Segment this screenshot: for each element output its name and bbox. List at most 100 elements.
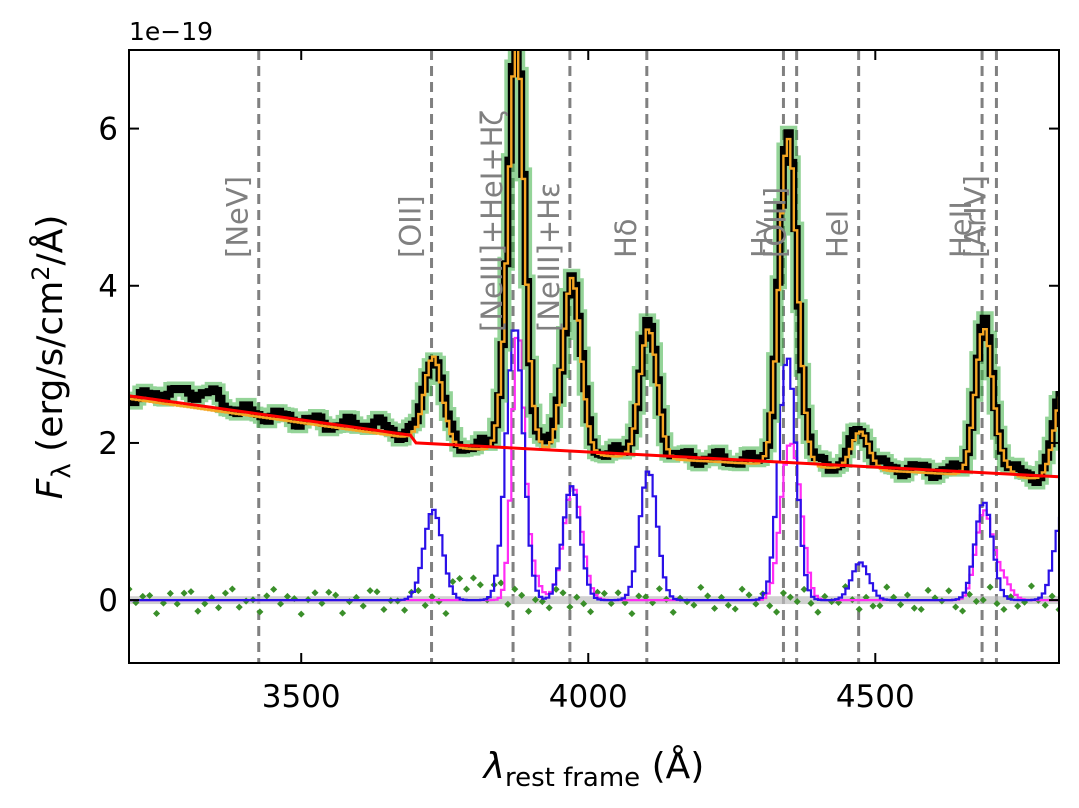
residual-point — [511, 585, 519, 593]
emission-line-label: HeII — [944, 201, 978, 258]
x-tick-label: 4500 — [836, 679, 915, 715]
residual-point — [270, 585, 278, 593]
residual-point — [153, 609, 161, 618]
axis-ticks: 3500 4000 4500 0 2 4 6 — [98, 50, 1059, 715]
residual-point — [972, 597, 980, 605]
residual-point — [807, 599, 815, 607]
emission-line-label: [NeIII]+HeI+Hζ — [475, 110, 509, 332]
zero-level-band — [129, 596, 1059, 605]
residual-point — [332, 591, 340, 599]
y-scale-label: 1e−19 — [129, 17, 213, 46]
residual-point — [518, 591, 526, 599]
residual-point — [139, 592, 147, 600]
residual-point — [380, 605, 388, 614]
residual-point — [924, 586, 932, 594]
residual-point — [442, 609, 450, 618]
residual-point — [731, 605, 739, 613]
residual-point — [373, 588, 381, 596]
residual-point — [414, 587, 422, 595]
residual-point — [228, 585, 236, 593]
residual-point — [697, 583, 705, 591]
residual-point — [263, 592, 271, 600]
spectrum-series — [129, 50, 1059, 618]
residual-point — [580, 600, 588, 608]
residual-point — [146, 591, 154, 600]
residual-point — [752, 600, 760, 608]
residual-point — [821, 592, 829, 600]
residual-point — [129, 585, 133, 593]
residual-point — [773, 608, 781, 616]
residual-point — [339, 609, 347, 617]
residual-point — [952, 603, 960, 611]
residual-point — [463, 585, 471, 593]
residual-point — [800, 585, 808, 593]
residual-point — [690, 601, 698, 609]
plot-frame — [128, 49, 1060, 664]
residual-point — [814, 608, 822, 616]
residual-point — [525, 607, 533, 615]
y-tick-label: 0 — [98, 583, 118, 619]
residual-point — [476, 581, 484, 589]
emission-line-label: [OII] — [394, 195, 428, 258]
residual-point — [166, 589, 174, 597]
emission-line-label: [NeIII]+Hε — [532, 182, 566, 332]
total-model-series — [129, 50, 1059, 480]
residual-point — [159, 599, 167, 607]
residual-point — [986, 583, 994, 591]
residual-point — [965, 590, 973, 598]
residual-point — [297, 610, 305, 618]
residual-point — [655, 585, 663, 593]
residual-point — [704, 592, 712, 600]
residual-point — [173, 600, 181, 608]
emission-line-label: Hγ — [745, 219, 779, 258]
residual-point — [917, 605, 925, 613]
y-tick-label: 2 — [98, 426, 118, 462]
residual-point — [883, 583, 891, 591]
residual-point — [428, 593, 436, 601]
residual-point — [235, 603, 243, 611]
residual-point — [587, 608, 595, 616]
residual-point — [959, 607, 967, 615]
residual-point — [552, 585, 560, 593]
residual-point — [1014, 602, 1022, 610]
residual-point — [628, 610, 636, 618]
residual-point — [531, 596, 539, 604]
residual-point — [215, 604, 223, 612]
residual-point — [779, 589, 787, 597]
residual-point — [311, 589, 319, 597]
residual-point — [318, 599, 326, 607]
residual-point — [600, 589, 608, 597]
x-tick-label: 4000 — [549, 679, 628, 715]
residual-point — [469, 574, 477, 582]
residual-point — [635, 592, 643, 600]
residual-point — [910, 604, 918, 612]
residual-point — [724, 601, 732, 609]
residual-point — [221, 589, 229, 597]
residual-point — [201, 600, 209, 608]
residual-point — [793, 598, 801, 606]
residual-point — [545, 604, 553, 612]
residual-point — [194, 607, 202, 615]
emission-line-label: [ArIV] — [958, 175, 992, 258]
residual-point — [1000, 605, 1008, 613]
emission-line-label: Hδ — [609, 218, 643, 258]
residual-point — [497, 579, 505, 587]
residual-point — [559, 589, 567, 597]
residual-point — [903, 591, 911, 599]
residual-point — [277, 600, 285, 608]
residual-point — [945, 587, 953, 595]
residual-point — [456, 575, 464, 583]
residual-point — [711, 604, 719, 612]
residual-point — [401, 606, 409, 614]
emission-line-label: [NeV] — [221, 176, 255, 258]
residual-point — [538, 598, 546, 606]
broad-component-series — [129, 329, 1059, 602]
residual-point — [504, 600, 512, 608]
residual-point — [669, 608, 677, 616]
residual-point — [993, 600, 1001, 608]
residual-point — [187, 588, 195, 596]
residual-point — [979, 596, 987, 604]
residual-point — [607, 599, 615, 608]
residual-point — [786, 593, 794, 601]
residual-point — [766, 602, 774, 610]
